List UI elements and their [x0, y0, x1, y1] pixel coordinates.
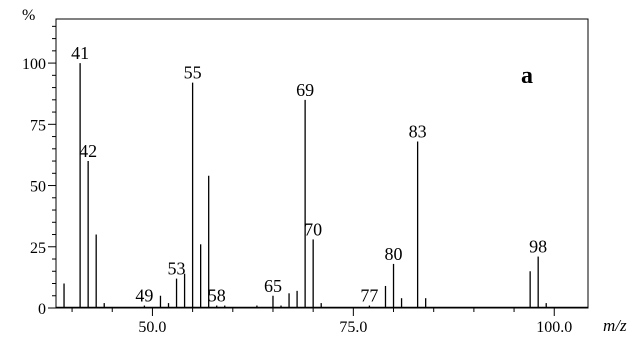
peak-label: 69: [296, 80, 314, 100]
peak-label: 58: [208, 286, 226, 306]
peak-labels: 41 42 49 53 55 58 65 69 70 77 80 83 98: [71, 43, 547, 305]
x-axis: 50.0 75.0 100.0: [56, 306, 588, 336]
peak-bars: [63, 63, 547, 308]
peak-label: 55: [184, 63, 202, 83]
peak-label: 42: [79, 141, 97, 161]
plot-frame: [55, 18, 589, 309]
x-axis-label: m/z: [603, 316, 627, 335]
peak-label: 80: [385, 244, 403, 264]
panel-label: a: [521, 63, 533, 89]
y-axis: 0 25 50 75 100: [22, 25, 56, 318]
y-tick-label: 100: [22, 56, 46, 73]
x-tick-label: 50.0: [138, 319, 166, 336]
peak-label: 41: [71, 43, 89, 63]
peak-label: 77: [360, 286, 378, 306]
peak-label: 49: [135, 286, 153, 306]
peak-label: 65: [264, 276, 282, 296]
y-tick-label: 75: [30, 117, 46, 134]
peak-label: 83: [409, 121, 427, 141]
y-tick-label: 25: [30, 240, 46, 257]
y-tick-label: 0: [38, 301, 46, 318]
peak-label: 98: [529, 237, 547, 257]
y-tick-label: 50: [30, 179, 46, 196]
x-tick-label: 75.0: [339, 319, 367, 336]
peak-label: 70: [304, 219, 322, 239]
y-axis-unit-label: %: [22, 7, 35, 24]
peak-label: 53: [168, 259, 186, 279]
x-tick-label: 100.0: [536, 319, 572, 336]
